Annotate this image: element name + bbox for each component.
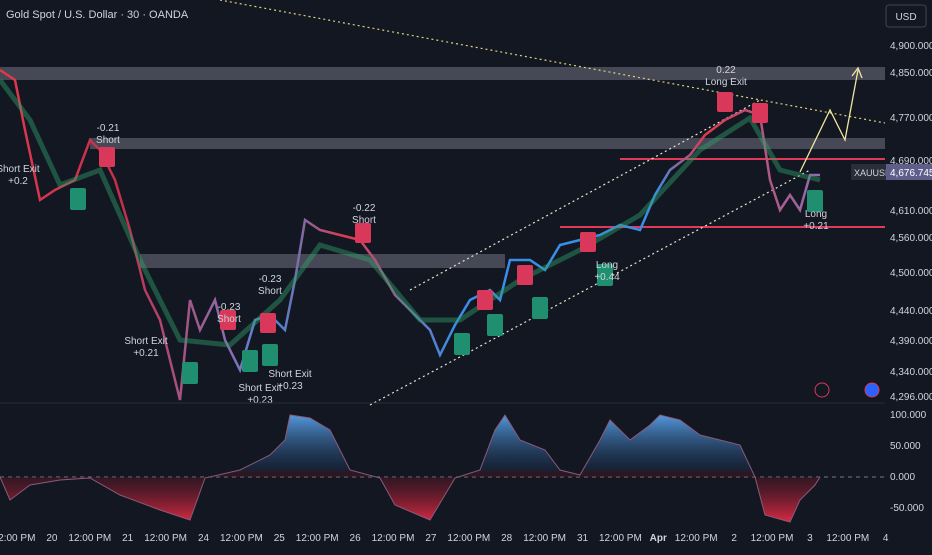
last-price-tag <box>886 164 932 180</box>
time-label: 20 <box>46 533 58 544</box>
price-label: 4,560.000 <box>890 233 932 244</box>
price-label: 4,900.000 <box>890 41 932 52</box>
resistance-zone <box>90 138 885 149</box>
currency-button[interactable] <box>885 4 927 28</box>
time-label: 12:00 PM <box>220 533 263 544</box>
price-label: 4,500.000 <box>890 268 932 279</box>
time-label: 12:00 PM <box>0 533 35 544</box>
time-label: 27 <box>425 533 437 544</box>
symbol-tag <box>851 164 886 180</box>
annotation: Short Exit +0.21 <box>124 336 168 359</box>
flag-icon[interactable] <box>864 382 880 398</box>
oscillator-label: 50.000 <box>890 441 921 452</box>
time-label: 12:00 PM <box>447 533 490 544</box>
annotation: -0.22 Short <box>352 203 376 226</box>
price-label: 4,690.000 <box>890 156 932 167</box>
annotation: Short Exit +0.23 <box>268 369 312 392</box>
time-label: 31 <box>577 533 589 544</box>
resistance-zone <box>0 67 885 80</box>
time-label: 25 <box>274 533 286 544</box>
currency-label: USD <box>895 12 916 23</box>
time-label: 4 <box>883 533 889 544</box>
short-markers <box>99 92 768 333</box>
price-label: 4,296.000 <box>890 392 932 403</box>
time-label: 26 <box>350 533 362 544</box>
symbol-label: XAUUSD <box>854 168 892 178</box>
price-line <box>0 68 820 401</box>
oscillator-line <box>0 414 821 523</box>
time-label: 12:00 PM <box>523 533 566 544</box>
moving-average <box>0 78 821 348</box>
time-label: 12:00 PM <box>68 533 111 544</box>
time-label: 21 <box>122 533 134 544</box>
chart-title: Gold Spot / U.S. Dollar · 30 · OANDA <box>6 9 189 21</box>
arrow-head <box>851 66 863 79</box>
long-markers <box>70 188 823 384</box>
price-label: 4,850.000 <box>890 68 932 79</box>
oscillator-label: 0.000 <box>890 472 915 483</box>
time-label: 12:00 PM <box>144 533 187 544</box>
time-label: Apr <box>650 533 667 544</box>
channel-line <box>369 169 811 406</box>
time-label: 28 <box>501 533 513 544</box>
time-label: 12:00 PM <box>372 533 415 544</box>
time-label: 12:00 PM <box>296 533 339 544</box>
event-icon[interactable] <box>814 382 830 398</box>
time-label: 3 <box>807 533 813 544</box>
oscillator-label: 100.000 <box>890 410 927 421</box>
time-label: 12:00 PM <box>826 533 869 544</box>
time-label: 12:00 PM <box>599 533 642 544</box>
axes: 4,900.000 4,850.000 4,770.000 4,690.000 4,61… <box>0 41 932 544</box>
annotation: -0.23 Short <box>258 274 282 297</box>
price-label: 4,440.000 <box>890 306 932 317</box>
last-price: 4,676.745 <box>890 168 932 179</box>
annotation: 0.22 Long Exit <box>705 65 747 88</box>
annotation: -0.23 Short <box>217 302 241 325</box>
oscillator-area <box>0 415 820 522</box>
oscillator-label: -50.000 <box>890 503 924 514</box>
price-label: 4,770.000 <box>890 113 932 124</box>
projection-arrow <box>799 69 859 173</box>
annotation: Short Exit +0.2 <box>0 164 40 187</box>
channel-line <box>409 99 761 291</box>
price-label: 4,390.000 <box>890 336 932 347</box>
price-label: 4,610.000 <box>890 206 932 217</box>
annotation: -0.21 Short <box>96 123 120 146</box>
annotation: Long +0.21 <box>803 209 829 232</box>
price-label: 4,340.000 <box>890 367 932 378</box>
annotation: Short Exit +0.23 <box>238 383 282 406</box>
time-label: 24 <box>198 533 210 544</box>
time-label: 12:00 PM <box>675 533 718 544</box>
support-zone <box>140 254 505 268</box>
annotations: Short Exit +0.2 -0.21 Short -0.22 Short -0.… <box>0 65 829 406</box>
annotation: Long +0.44 <box>594 260 620 283</box>
time-label: 12:00 PM <box>751 533 794 544</box>
time-label: 2 <box>731 533 737 544</box>
